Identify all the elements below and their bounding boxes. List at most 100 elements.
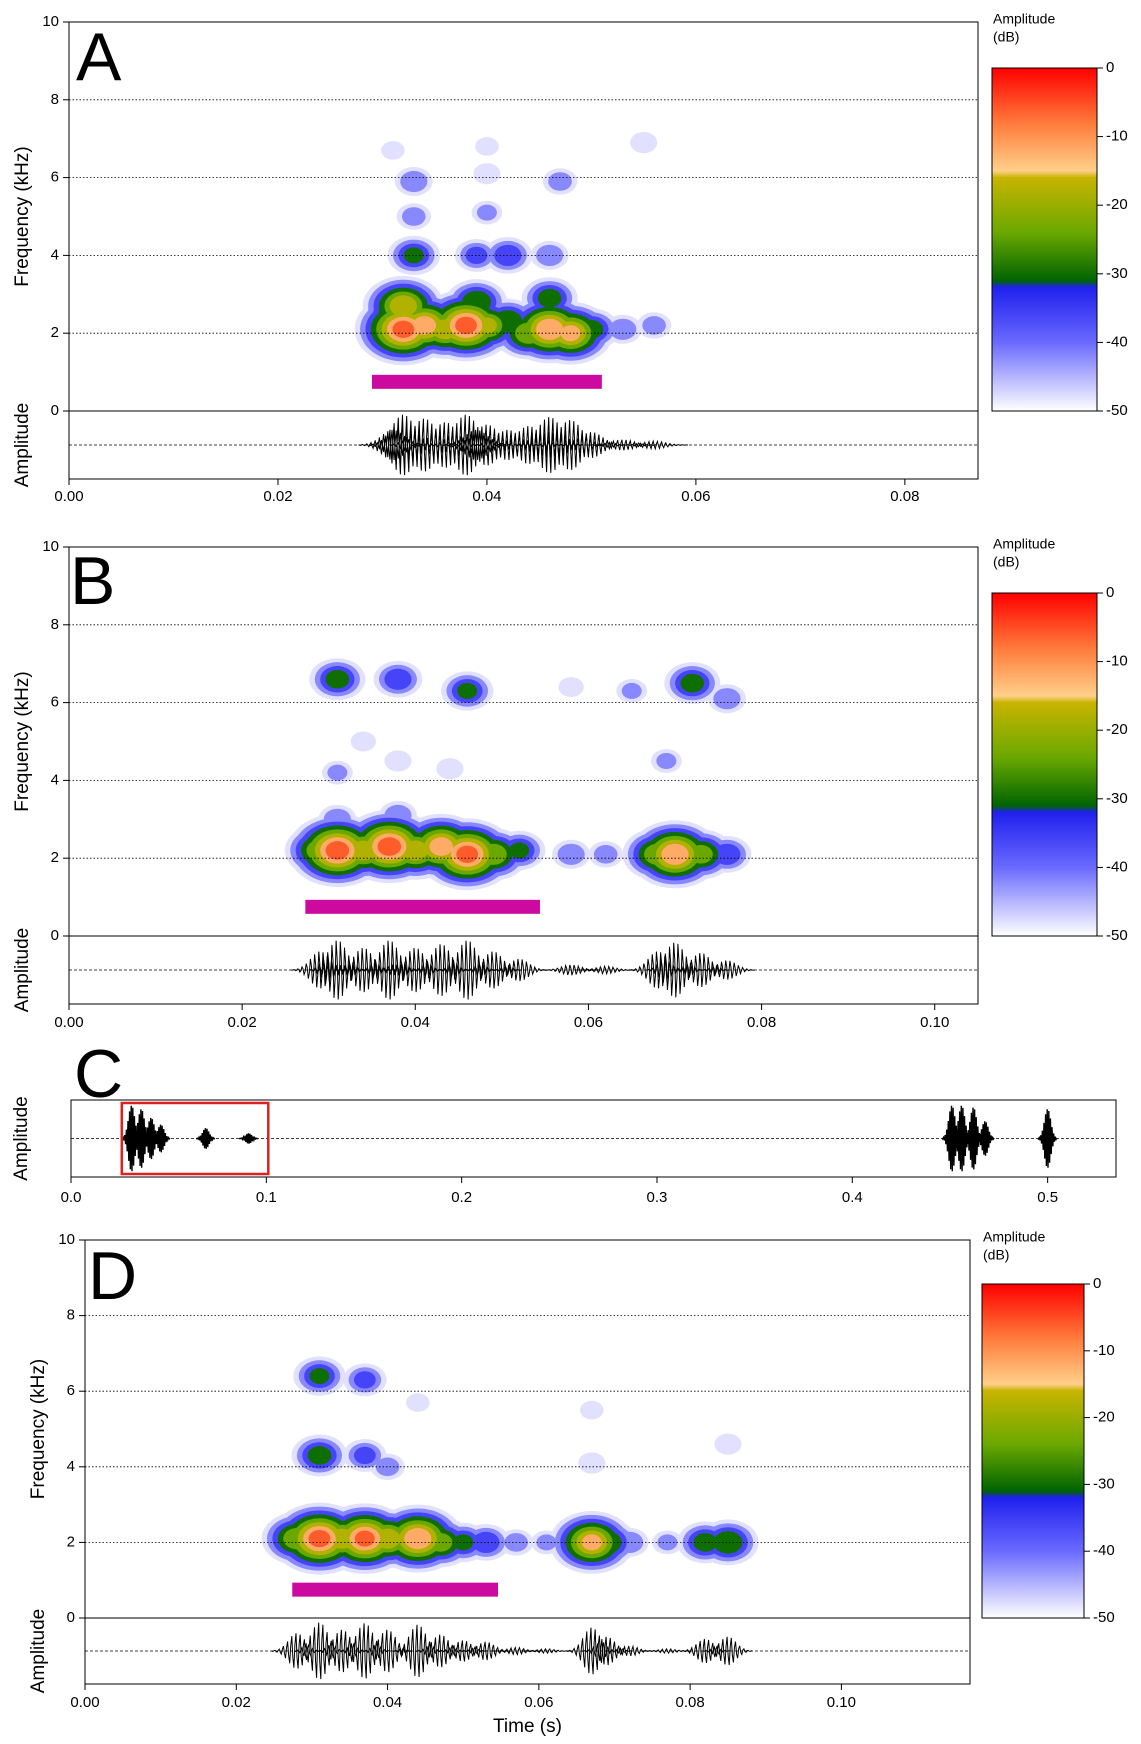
spectral-energy bbox=[476, 204, 497, 221]
spectrogram bbox=[261, 1356, 759, 1575]
colorbar-tick-label: -10 bbox=[1106, 128, 1128, 145]
colorbar-title: (dB) bbox=[993, 29, 1019, 45]
spectrogram bbox=[354, 131, 672, 366]
spectral-energy bbox=[642, 316, 666, 335]
colorbar-title: (dB) bbox=[983, 1247, 1009, 1263]
x-tick-label: 0.02 bbox=[263, 488, 292, 505]
x-tick-label: 0.5 bbox=[1037, 1189, 1058, 1206]
panel-letter: D bbox=[88, 1238, 137, 1314]
waveform-pulse bbox=[195, 1128, 216, 1149]
waveform-burst bbox=[521, 1647, 571, 1655]
y-axis-label: Frequency (kHz) bbox=[12, 146, 33, 286]
spectral-energy bbox=[689, 845, 713, 864]
colorbar-tick-label: -50 bbox=[1093, 1609, 1115, 1626]
colorbar-title: Amplitude bbox=[983, 1229, 1045, 1245]
spectral-energy bbox=[353, 1446, 376, 1465]
waveform-burst bbox=[368, 421, 438, 469]
waveform-burst bbox=[464, 951, 522, 989]
y-tick-label: 6 bbox=[51, 169, 59, 186]
waveform-pulse bbox=[150, 1124, 171, 1153]
waveform-burst bbox=[646, 942, 704, 998]
spectral-energy bbox=[309, 1368, 330, 1385]
colorbar-tick-label: -40 bbox=[1106, 858, 1128, 875]
waveform-burst bbox=[698, 960, 756, 980]
waveform-pulse bbox=[975, 1121, 995, 1156]
colorbar bbox=[991, 592, 1098, 937]
y-tick-label: 0 bbox=[51, 402, 59, 419]
spectral-energy bbox=[537, 288, 562, 308]
x-tick-label: 0.00 bbox=[70, 1694, 99, 1711]
waveform-burst bbox=[460, 1641, 511, 1661]
spectral-energy bbox=[579, 1400, 604, 1420]
x-tick-label: 0.10 bbox=[827, 1694, 856, 1711]
waveform-pulse bbox=[1037, 1109, 1058, 1168]
colorbar-tick-label: -20 bbox=[1106, 721, 1128, 738]
waveform-burst bbox=[438, 940, 496, 1000]
y-tick-label: 10 bbox=[42, 13, 59, 30]
x-tick-label: 0.04 bbox=[373, 1694, 402, 1711]
highlight-box bbox=[120, 1101, 270, 1176]
waveform-burst bbox=[672, 953, 730, 988]
spectral-energy bbox=[548, 172, 572, 191]
colorbar-tick-label: 0 bbox=[1106, 59, 1114, 76]
y-axis-label: Frequency (kHz) bbox=[12, 671, 33, 811]
x-tick-label: 0.08 bbox=[890, 488, 919, 505]
colorbar-tick-label: -10 bbox=[1106, 653, 1128, 670]
colorbar-title: (dB) bbox=[993, 554, 1019, 570]
spectral-energy bbox=[536, 318, 564, 340]
amplitude-label: Amplitude bbox=[11, 1096, 32, 1181]
y-tick-label: 6 bbox=[51, 694, 59, 711]
panel-letter: A bbox=[76, 19, 122, 95]
x-tick-label: 0.2 bbox=[451, 1189, 472, 1206]
selection-bar bbox=[372, 374, 602, 389]
selection-bar bbox=[292, 1582, 498, 1597]
x-tick-label: 0.4 bbox=[842, 1189, 863, 1206]
spectral-energy bbox=[609, 318, 637, 340]
amplitude-label: Amplitude bbox=[12, 928, 33, 1013]
y-tick-label: 4 bbox=[67, 1458, 75, 1475]
spectral-energy bbox=[593, 845, 618, 864]
spectral-energy bbox=[402, 840, 428, 861]
waveform-burst bbox=[412, 944, 470, 996]
colorbar-tick-label: -40 bbox=[1093, 1542, 1115, 1559]
x-tick-label: 0.02 bbox=[222, 1694, 251, 1711]
x-tick-label: 0.06 bbox=[574, 1014, 603, 1031]
spectral-energy bbox=[581, 1534, 602, 1551]
waveform-burst bbox=[702, 1636, 753, 1666]
spectral-energy bbox=[475, 137, 499, 156]
spectral-energy bbox=[456, 845, 479, 863]
colorbar-tick-label: 0 bbox=[1093, 1275, 1101, 1292]
colorbar-title: Amplitude bbox=[993, 11, 1055, 27]
y-tick-label: 0 bbox=[51, 927, 59, 944]
spectral-energy bbox=[656, 752, 677, 769]
colorbar-tick-label: -30 bbox=[1093, 1475, 1115, 1492]
waveform-burst bbox=[369, 963, 427, 976]
colorbar-tick-label: -20 bbox=[1106, 196, 1128, 213]
colorbar-tick-label: -50 bbox=[1106, 402, 1128, 419]
spectral-energy bbox=[473, 163, 501, 185]
x-tick-label: 0.06 bbox=[524, 1694, 553, 1711]
y-tick-label: 10 bbox=[58, 1231, 75, 1248]
waveform-burst bbox=[566, 1627, 617, 1675]
y-tick-label: 4 bbox=[51, 246, 59, 263]
spectral-energy bbox=[384, 668, 412, 690]
y-tick-label: 2 bbox=[51, 324, 59, 341]
spectral-energy bbox=[308, 1529, 331, 1548]
x-tick-label: 0.08 bbox=[676, 1694, 705, 1711]
spectral-energy bbox=[325, 841, 350, 860]
spectral-energy bbox=[680, 673, 705, 693]
y-axis-label: Frequency (kHz) bbox=[28, 1359, 49, 1499]
spectral-energy bbox=[621, 682, 642, 699]
spectral-energy bbox=[307, 1446, 332, 1465]
waveform-burst bbox=[515, 432, 584, 458]
y-tick-label: 2 bbox=[67, 1533, 75, 1550]
spectral-energy bbox=[536, 1534, 557, 1551]
spectral-energy bbox=[713, 1531, 743, 1554]
spectral-energy bbox=[457, 682, 478, 699]
y-tick-label: 4 bbox=[51, 771, 59, 788]
colorbar-tick-label: -10 bbox=[1093, 1342, 1115, 1359]
spectrogram bbox=[284, 658, 752, 891]
waveform-pulse bbox=[238, 1133, 259, 1144]
waveform-burst bbox=[581, 1636, 632, 1666]
spectral-energy bbox=[713, 688, 741, 710]
